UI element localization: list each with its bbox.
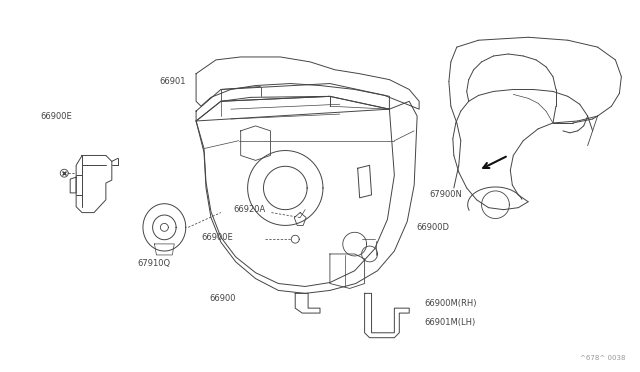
Text: 66901M(LH): 66901M(LH) — [424, 318, 476, 327]
Text: 66900: 66900 — [209, 294, 236, 303]
Text: 66900E: 66900E — [40, 112, 72, 121]
Text: ^678^ 0038: ^678^ 0038 — [580, 355, 625, 361]
Text: 66901: 66901 — [159, 77, 186, 86]
Text: 66900D: 66900D — [416, 223, 449, 232]
Text: 66920A: 66920A — [234, 205, 266, 214]
Text: 66900E: 66900E — [201, 233, 233, 242]
Text: 67900N: 67900N — [429, 190, 462, 199]
Text: 66900M(RH): 66900M(RH) — [424, 299, 477, 308]
Text: 67910Q: 67910Q — [138, 259, 171, 268]
